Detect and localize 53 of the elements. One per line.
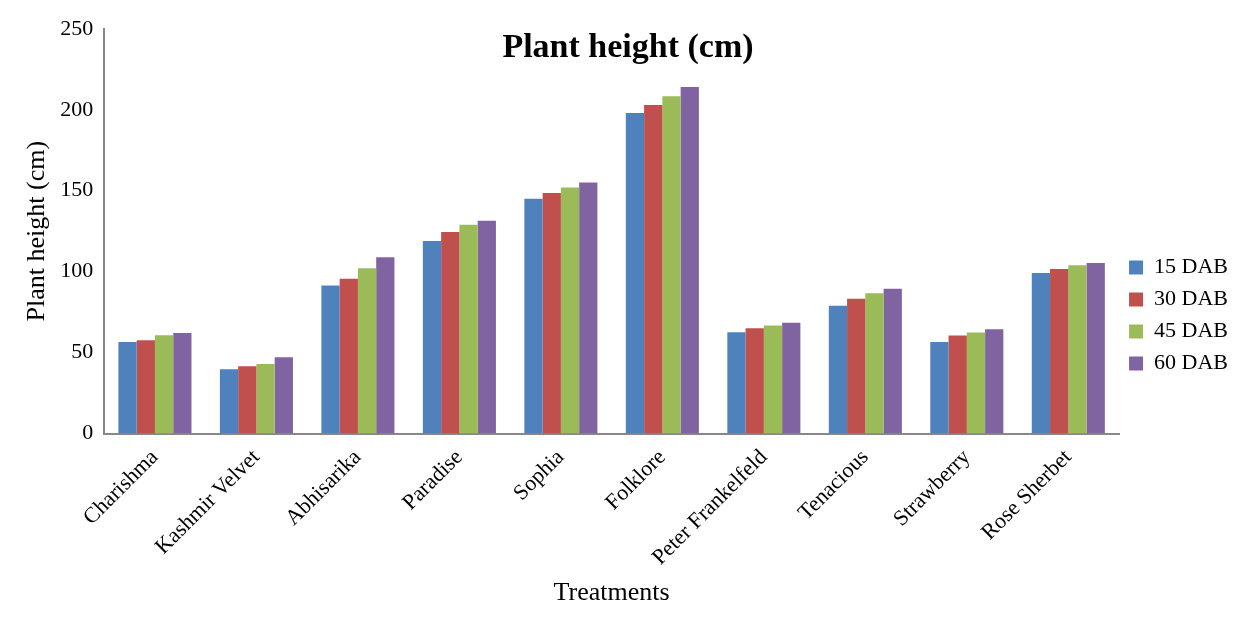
bar	[828, 305, 848, 434]
bar	[560, 187, 580, 434]
bar	[745, 328, 764, 434]
legend-label: 60 DAB	[1154, 349, 1228, 375]
legend-label: 45 DAB	[1154, 317, 1228, 343]
bar	[883, 288, 902, 434]
bar	[154, 335, 174, 434]
bar	[274, 357, 293, 434]
bar	[966, 332, 986, 434]
bar	[763, 325, 783, 434]
bar	[948, 335, 967, 434]
bar	[256, 363, 275, 434]
bar	[1031, 272, 1051, 434]
bar	[662, 96, 681, 434]
bar	[985, 329, 1004, 434]
legend-label: 30 DAB	[1154, 285, 1228, 311]
y-axis-title: Plant height (cm)	[21, 140, 51, 322]
bar	[321, 285, 340, 434]
y-tick-label: 250	[60, 14, 94, 40]
bar	[441, 232, 460, 434]
y-tick-label: 0	[82, 419, 94, 445]
bar	[376, 257, 395, 434]
bar	[118, 342, 137, 434]
bar	[644, 104, 663, 434]
y-tick-label: 200	[60, 95, 94, 121]
bar	[579, 182, 598, 434]
bar	[459, 224, 478, 434]
bar	[136, 340, 155, 434]
x-axis-title: Treatments	[553, 577, 670, 607]
bar	[422, 241, 442, 434]
bar	[238, 366, 257, 434]
bar	[865, 293, 884, 434]
y-tick-label: 150	[60, 176, 94, 202]
bar	[357, 268, 377, 434]
bar	[625, 112, 645, 434]
bar	[524, 198, 543, 434]
bar	[1068, 265, 1087, 434]
bar	[1050, 269, 1069, 434]
bar	[782, 322, 801, 434]
y-tick-label: 100	[60, 257, 94, 283]
y-tick-label: 50	[71, 338, 94, 364]
legend-label: 15 DAB	[1154, 253, 1228, 279]
bar	[727, 332, 746, 434]
chart-title: Plant height (cm)	[502, 27, 754, 66]
bar	[219, 369, 239, 434]
bar	[847, 298, 866, 434]
bar	[930, 342, 949, 434]
bar	[173, 333, 192, 434]
bar	[477, 220, 496, 434]
bar	[680, 87, 699, 434]
bar	[542, 192, 561, 434]
bar	[1086, 262, 1105, 434]
bar	[339, 278, 358, 434]
